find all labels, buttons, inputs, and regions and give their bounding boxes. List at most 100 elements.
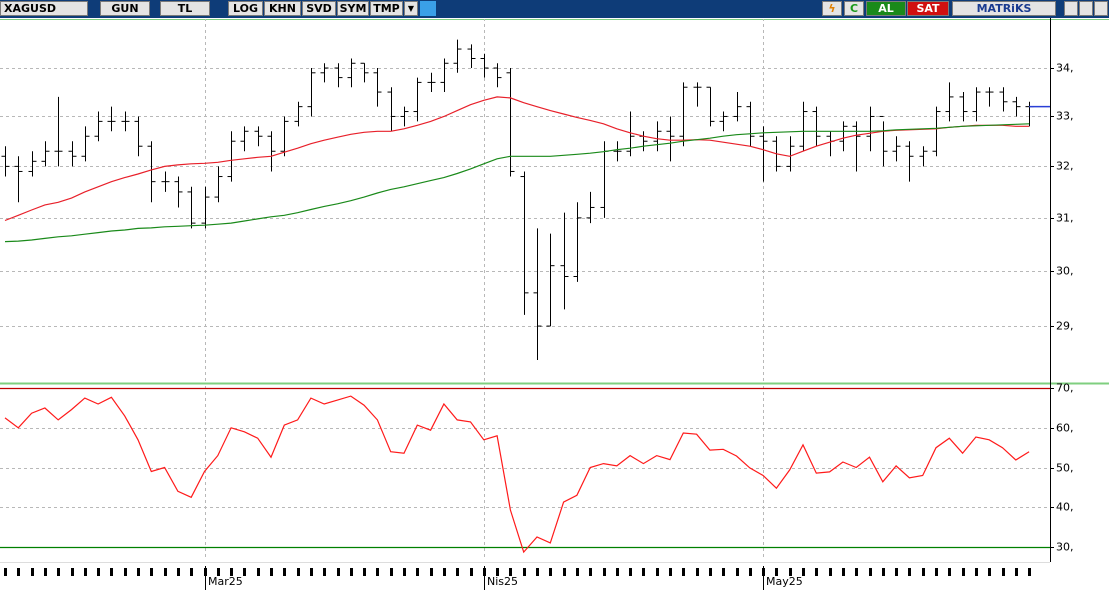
x-tick bbox=[536, 568, 539, 576]
x-tick bbox=[603, 568, 606, 576]
rsi-panel bbox=[0, 384, 1050, 560]
x-tick bbox=[456, 568, 459, 576]
x-tick bbox=[882, 568, 885, 576]
x-tick bbox=[775, 568, 778, 576]
x-tick bbox=[164, 568, 167, 576]
khn-button[interactable]: KHN bbox=[264, 1, 301, 16]
x-tick bbox=[869, 568, 872, 576]
x-tick bbox=[948, 568, 951, 576]
dropdown-button[interactable]: ▼ bbox=[404, 1, 418, 16]
x-tick bbox=[217, 568, 220, 576]
x-tick bbox=[363, 568, 366, 576]
x-tick bbox=[842, 568, 845, 576]
window-button[interactable] bbox=[1079, 1, 1093, 16]
x-tick bbox=[137, 568, 140, 576]
sym-button[interactable]: SYM bbox=[337, 1, 369, 16]
twitter-button[interactable] bbox=[420, 1, 436, 16]
x-tick bbox=[124, 568, 127, 576]
x-tick bbox=[709, 568, 712, 576]
x-tick bbox=[988, 568, 991, 576]
x-tick bbox=[31, 568, 34, 576]
x-tick bbox=[376, 568, 379, 576]
x-tick bbox=[736, 568, 739, 576]
x-tick bbox=[150, 568, 153, 576]
x-tick bbox=[270, 568, 273, 576]
x-tick bbox=[283, 568, 286, 576]
x-tick bbox=[563, 568, 566, 576]
log-button[interactable]: LOG bbox=[228, 1, 263, 16]
y-tick-label: 29, bbox=[1056, 320, 1074, 333]
y-tick-label: 50, bbox=[1056, 462, 1074, 475]
window-button[interactable] bbox=[1064, 1, 1078, 16]
x-tick bbox=[629, 568, 632, 576]
x-tick bbox=[71, 568, 74, 576]
x-tick-label: Mar25 bbox=[208, 575, 243, 588]
buy-button[interactable]: AL bbox=[866, 1, 906, 16]
x-tick bbox=[350, 568, 353, 576]
x-tick bbox=[895, 568, 898, 576]
tmp-button[interactable]: TMP bbox=[370, 1, 403, 16]
y-tick-label: 70, bbox=[1056, 382, 1074, 395]
c-button[interactable]: C bbox=[844, 1, 864, 16]
alert-button[interactable]: ϟ bbox=[822, 1, 842, 16]
x-tick bbox=[430, 568, 433, 576]
x-tick bbox=[616, 568, 619, 576]
x-tick bbox=[17, 568, 20, 576]
y-tick-label: 60, bbox=[1056, 422, 1074, 435]
x-tick bbox=[470, 568, 473, 576]
y-tick-label: 40, bbox=[1056, 501, 1074, 514]
price-panel bbox=[0, 19, 1050, 383]
x-tick bbox=[669, 568, 672, 576]
moving-average bbox=[4, 123, 1030, 243]
matriks-button[interactable]: MATRiKS bbox=[952, 1, 1056, 16]
x-tick bbox=[110, 568, 113, 576]
x-tick bbox=[935, 568, 938, 576]
x-tick bbox=[975, 568, 978, 576]
x-tick bbox=[443, 568, 446, 576]
currency-button[interactable]: TL bbox=[160, 1, 210, 16]
period-button[interactable]: GUN bbox=[100, 1, 150, 16]
x-tick bbox=[722, 568, 725, 576]
rsi-line bbox=[4, 395, 1030, 554]
x-tick-label: Nis25 bbox=[487, 575, 518, 588]
x-tick bbox=[297, 568, 300, 576]
x-tick bbox=[908, 568, 911, 576]
x-tick bbox=[177, 568, 180, 576]
x-tick bbox=[589, 568, 592, 576]
x-tick-label: May25 bbox=[766, 575, 803, 588]
x-tick bbox=[230, 568, 233, 576]
x-tick bbox=[97, 568, 100, 576]
x-tick bbox=[1028, 568, 1031, 576]
x-tick bbox=[323, 568, 326, 576]
x-tick bbox=[1015, 568, 1018, 576]
svd-button[interactable]: SVD bbox=[302, 1, 336, 16]
chart: 29, 30, 31, 32, 33, 34, 30, 40, 50, 60, 70, Mar25 Ni… bbox=[0, 18, 1109, 590]
x-tick bbox=[44, 568, 47, 576]
x-tick bbox=[576, 568, 579, 576]
window-button[interactable] bbox=[1094, 1, 1108, 16]
symbol-button[interactable]: XAGUSD bbox=[0, 1, 88, 16]
x-tick bbox=[855, 568, 858, 576]
x-tick bbox=[190, 568, 193, 576]
x-tick bbox=[922, 568, 925, 576]
x-tick bbox=[84, 568, 87, 576]
y-tick-label: 32, bbox=[1056, 160, 1074, 173]
x-tick bbox=[829, 568, 832, 576]
x-tick bbox=[656, 568, 659, 576]
y-tick-label: 33, bbox=[1056, 110, 1074, 123]
x-tick bbox=[815, 568, 818, 576]
y-tick-label: 34, bbox=[1056, 62, 1074, 75]
y-tick-label: 31, bbox=[1056, 212, 1074, 225]
x-tick bbox=[1002, 568, 1005, 576]
x-tick bbox=[962, 568, 965, 576]
x-tick bbox=[789, 568, 792, 576]
x-tick bbox=[257, 568, 260, 576]
x-tick bbox=[509, 568, 512, 576]
sell-button[interactable]: SAT bbox=[907, 1, 949, 16]
x-tick bbox=[310, 568, 313, 576]
x-tick bbox=[4, 568, 7, 576]
x-tick bbox=[749, 568, 752, 576]
x-tick bbox=[642, 568, 645, 576]
axes: 29, 30, 31, 32, 33, 34, 30, 40, 50, 60, 70, Mar25 Ni… bbox=[4, 62, 1074, 590]
